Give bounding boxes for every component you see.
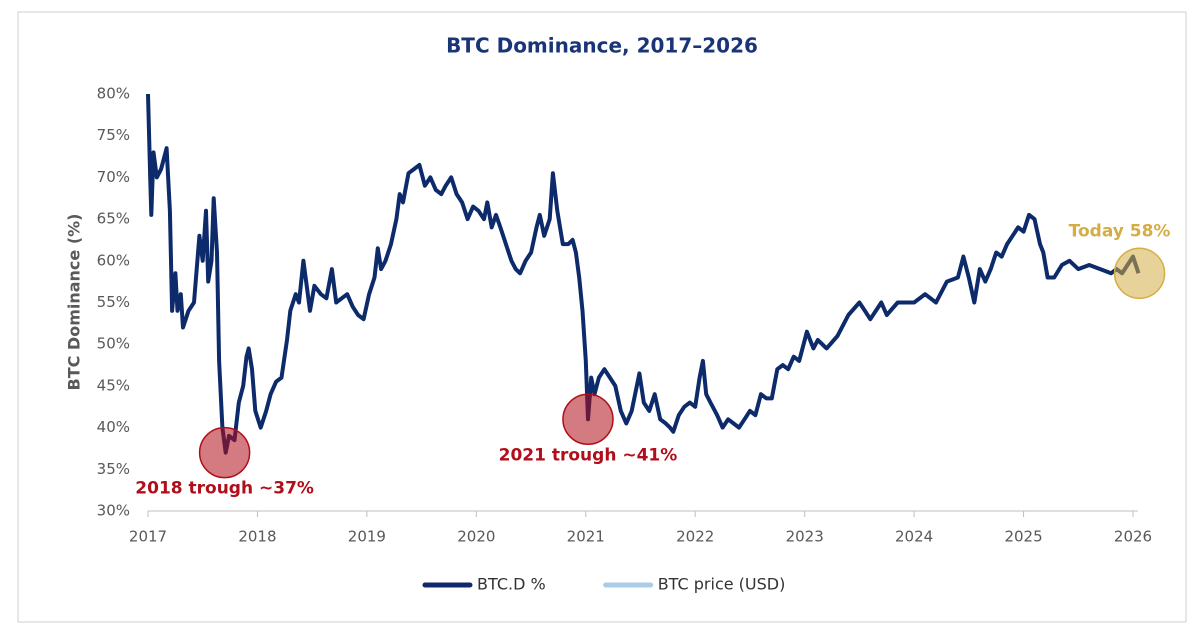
y-tick-label: 40% [97, 418, 130, 436]
annotation-label: 2018 trough ~37% [135, 479, 314, 499]
x-tick-label: 2023 [786, 528, 824, 546]
y-tick-label: 65% [97, 210, 130, 228]
data-line [146, 93, 1141, 455]
legend-label: BTC price (USD) [658, 575, 786, 594]
x-tick-label: 2019 [348, 528, 386, 546]
annotation-circle [198, 426, 251, 479]
y-tick-label: 30% [97, 502, 130, 520]
chart-frame [17, 11, 1187, 623]
annotation-label: Today 58% [1069, 221, 1171, 241]
y-tick-label: 70% [97, 168, 130, 186]
y-tick-label: 75% [97, 126, 130, 144]
x-tick-label: 2025 [1004, 528, 1042, 546]
annotation-circle [562, 393, 614, 446]
x-tick-label: 2020 [457, 528, 495, 546]
x-tick-label: 2017 [129, 528, 167, 546]
annotation-label: 2021 trough ~41% [499, 445, 678, 465]
y-tick-label: 50% [97, 335, 130, 353]
annotation-circle [1113, 247, 1166, 300]
y-tick-label: 45% [97, 376, 130, 394]
x-tick-label: 2024 [895, 528, 933, 546]
x-tick-label: 2018 [238, 528, 276, 546]
chart-title: BTC Dominance, 2017–2026 [446, 34, 758, 58]
legend-label: BTC.D % [477, 575, 546, 594]
y-tick-label: 60% [97, 251, 130, 269]
y-axis-label: BTC Dominance (%) [65, 214, 84, 391]
y-tick-label: 55% [97, 293, 130, 311]
y-tick-label: 35% [97, 460, 130, 478]
x-tick-label: 2026 [1114, 528, 1152, 546]
y-tick-label: 80% [97, 85, 130, 103]
x-tick-label: 2021 [567, 528, 605, 546]
x-tick-label: 2022 [676, 528, 714, 546]
